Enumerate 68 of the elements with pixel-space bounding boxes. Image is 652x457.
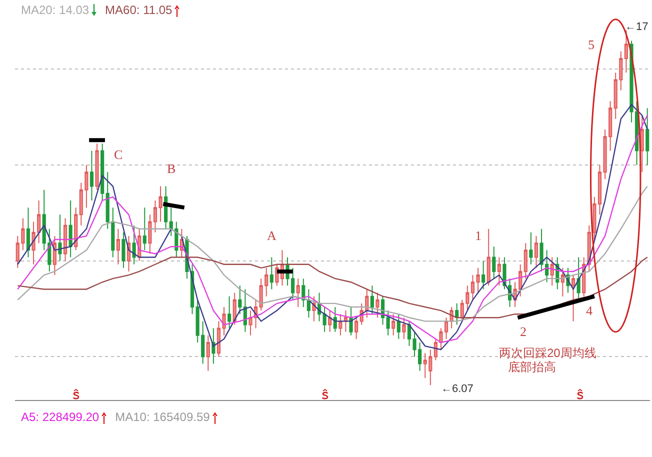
candlestick <box>232 292 236 326</box>
candlestick <box>392 314 396 336</box>
candlestick <box>122 232 126 268</box>
candlestick <box>370 285 374 315</box>
text: MA10: 165409.59 <box>115 410 210 424</box>
candlestick <box>455 302 459 326</box>
candlestick <box>482 260 486 290</box>
candlestick <box>492 246 496 280</box>
annotation: 2 <box>520 324 526 339</box>
candlestick <box>486 228 490 286</box>
annotation: ←17 <box>625 21 648 33</box>
candlestick <box>529 232 533 265</box>
candlestick <box>206 334 210 372</box>
candlestick <box>90 150 94 201</box>
candlestick <box>550 256 554 286</box>
candlestick <box>296 278 300 308</box>
candlestick <box>74 207 78 251</box>
candlestick <box>534 235 538 268</box>
candlestick <box>386 310 390 336</box>
candlestick <box>106 172 110 230</box>
candlestick <box>333 306 337 332</box>
candlestick <box>344 310 348 332</box>
candlestick <box>142 207 146 251</box>
candlestick <box>402 317 406 340</box>
candlestick <box>26 207 30 258</box>
candlestick <box>111 207 115 258</box>
text: MA20: 14.03 <box>21 3 90 17</box>
annotation: 5 <box>588 37 594 52</box>
candlestick <box>571 274 576 322</box>
candlestick <box>58 214 62 262</box>
annotation: C <box>114 147 123 162</box>
annotation: A <box>267 228 277 243</box>
candlestick <box>100 143 104 201</box>
text: MA60: 11.05 <box>105 3 172 17</box>
candlestick <box>63 218 68 262</box>
annotation: 1 <box>475 228 482 243</box>
candlestick <box>116 228 120 265</box>
candlestick <box>148 214 152 254</box>
annotation: 4 <box>586 303 593 318</box>
annotation: B <box>167 161 176 176</box>
candlestick <box>322 306 326 332</box>
candlestick <box>524 242 528 280</box>
candlestick <box>243 288 247 332</box>
candlestick <box>52 235 56 276</box>
candlestick <box>306 288 310 318</box>
candlestick <box>212 328 216 364</box>
candlestick <box>624 30 628 74</box>
candlestick <box>640 114 644 173</box>
candlestick <box>132 224 136 265</box>
candlestick <box>238 285 242 315</box>
annotation: 底部抬高 <box>508 360 556 374</box>
candlestick <box>376 292 380 318</box>
text: A5: 228499.20 <box>21 410 100 424</box>
candlestick <box>592 196 596 240</box>
candlestick <box>228 296 232 329</box>
candlestick <box>328 310 332 332</box>
candlestick <box>338 314 342 336</box>
candlestick <box>646 108 650 166</box>
annotation: 两次回踩20周均线 <box>499 346 596 360</box>
annotation: ←6.07 <box>441 383 474 395</box>
candlestick <box>68 200 72 258</box>
candlestick <box>576 256 580 300</box>
candlestick <box>270 256 274 290</box>
candlestick <box>349 306 353 336</box>
candlestick <box>497 256 501 286</box>
candlestick <box>560 267 564 297</box>
candlestick <box>354 317 358 340</box>
candlestick <box>95 143 99 190</box>
